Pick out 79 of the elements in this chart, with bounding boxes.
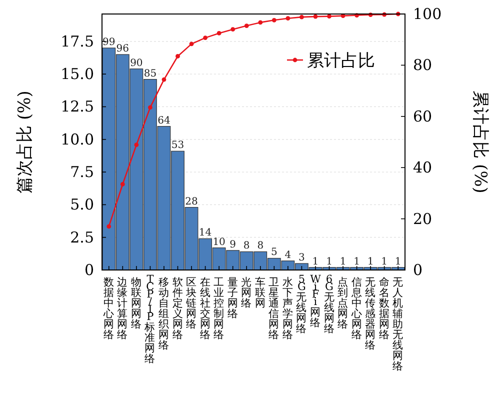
point bbox=[244, 24, 249, 28]
annotation: 5 bbox=[270, 247, 278, 258]
point bbox=[216, 31, 222, 36]
y-tick-label: 0 bbox=[84, 261, 94, 279]
x-tick-label: 车联网 bbox=[254, 276, 266, 310]
y-tick-label: 10.0 bbox=[60, 130, 94, 148]
category-label: TCP/IP标准网络 bbox=[144, 274, 156, 365]
annotation: 1 bbox=[326, 256, 332, 268]
y-tick-label: 2.5 bbox=[70, 228, 94, 246]
x-tick-label: 卫星通信网络 bbox=[268, 276, 280, 341]
x-tick-label: 量子网络 bbox=[227, 276, 238, 320]
annotation: 4 bbox=[284, 250, 292, 261]
y-tick-label: 17.5 bbox=[60, 32, 94, 50]
x-tick-label: 区块链网络 bbox=[185, 276, 198, 330]
annotation: 10 bbox=[212, 236, 226, 248]
point bbox=[272, 18, 276, 22]
x-tick-label: 信息中心网络 bbox=[350, 276, 362, 341]
y-tick-label: 12.5 bbox=[60, 98, 94, 116]
x-tick-label: 边缘计算网络 bbox=[117, 276, 128, 341]
x-tick-label: 点到点网络 bbox=[338, 276, 349, 330]
annotation: 8 bbox=[257, 240, 264, 252]
x-tick-label: 数据中心网络 bbox=[102, 276, 114, 341]
x-tick-label: 在线社交网络 bbox=[200, 276, 211, 341]
point bbox=[230, 27, 236, 32]
annotation: 1 bbox=[381, 256, 388, 268]
annotation: 1 bbox=[312, 256, 319, 268]
annotation: 9 bbox=[230, 239, 236, 250]
legend: 累计占比 bbox=[287, 51, 375, 71]
point bbox=[176, 54, 180, 58]
point bbox=[120, 182, 125, 186]
point bbox=[203, 36, 208, 40]
point bbox=[300, 14, 304, 20]
point bbox=[327, 14, 332, 19]
x-tick-label: WiFi网络 bbox=[310, 274, 322, 329]
x-tick-label: 5G无线网络 bbox=[296, 274, 308, 335]
y2-tick-label: 40 bbox=[413, 158, 432, 177]
x-tick-label: 软件定义网络 bbox=[172, 276, 184, 341]
annotation: 1 bbox=[340, 256, 346, 268]
point bbox=[134, 142, 139, 148]
annotation: 90 bbox=[130, 58, 143, 69]
annotation: 1 bbox=[394, 256, 402, 268]
annotation: 85 bbox=[144, 68, 157, 80]
point bbox=[313, 14, 318, 19]
y-tick-label: 5.0 bbox=[70, 196, 94, 214]
point bbox=[286, 16, 290, 21]
annotation: 53 bbox=[171, 140, 184, 152]
x-tick-label: 移动自组织网络 bbox=[158, 276, 170, 352]
y2-tick-label: 80 bbox=[413, 56, 432, 74]
point bbox=[189, 42, 194, 46]
annotation: 1 bbox=[354, 256, 360, 268]
legend-label: 累计占比 bbox=[307, 51, 375, 71]
point bbox=[162, 77, 166, 82]
point bbox=[258, 20, 263, 25]
y2-tick-label: 100 bbox=[413, 5, 442, 23]
x-tick-label: 工业控制网络 bbox=[214, 276, 225, 341]
x-tick-label: 物联网网络 bbox=[130, 276, 142, 330]
x-tick-label: 6G无线网络 bbox=[324, 274, 335, 335]
x-tick-label: 无线传感器网络 bbox=[365, 276, 376, 352]
annotation: 3 bbox=[298, 252, 305, 264]
y2-tick-label: 60 bbox=[413, 107, 432, 126]
point bbox=[148, 105, 152, 110]
y-tick-label: 15.0 bbox=[60, 65, 94, 84]
point bbox=[106, 224, 112, 229]
annotation: 8 bbox=[243, 240, 250, 252]
annotation: 1 bbox=[367, 256, 374, 268]
annotation: 14 bbox=[198, 228, 212, 239]
y2-tick-label: 0 bbox=[413, 261, 423, 279]
annotation: 64 bbox=[158, 115, 170, 126]
annotation: 96 bbox=[116, 43, 130, 54]
x-tick-label: 水下声学网络 bbox=[282, 276, 294, 341]
annotation: 99 bbox=[102, 36, 116, 48]
y-axis-title: 篇次占比 (%) bbox=[15, 90, 35, 194]
category-label: 无人机辅助无线网络 bbox=[392, 276, 404, 372]
x-tick-label: 命名数据网络 bbox=[378, 276, 390, 341]
annotation: 28 bbox=[185, 196, 198, 208]
y-tick-label: 7.5 bbox=[70, 163, 94, 182]
y2-axis-title: 累计占比 (%) bbox=[470, 90, 490, 194]
y2-tick-label: 20 bbox=[413, 210, 432, 228]
x-tick-label: 光网络 bbox=[241, 276, 252, 310]
